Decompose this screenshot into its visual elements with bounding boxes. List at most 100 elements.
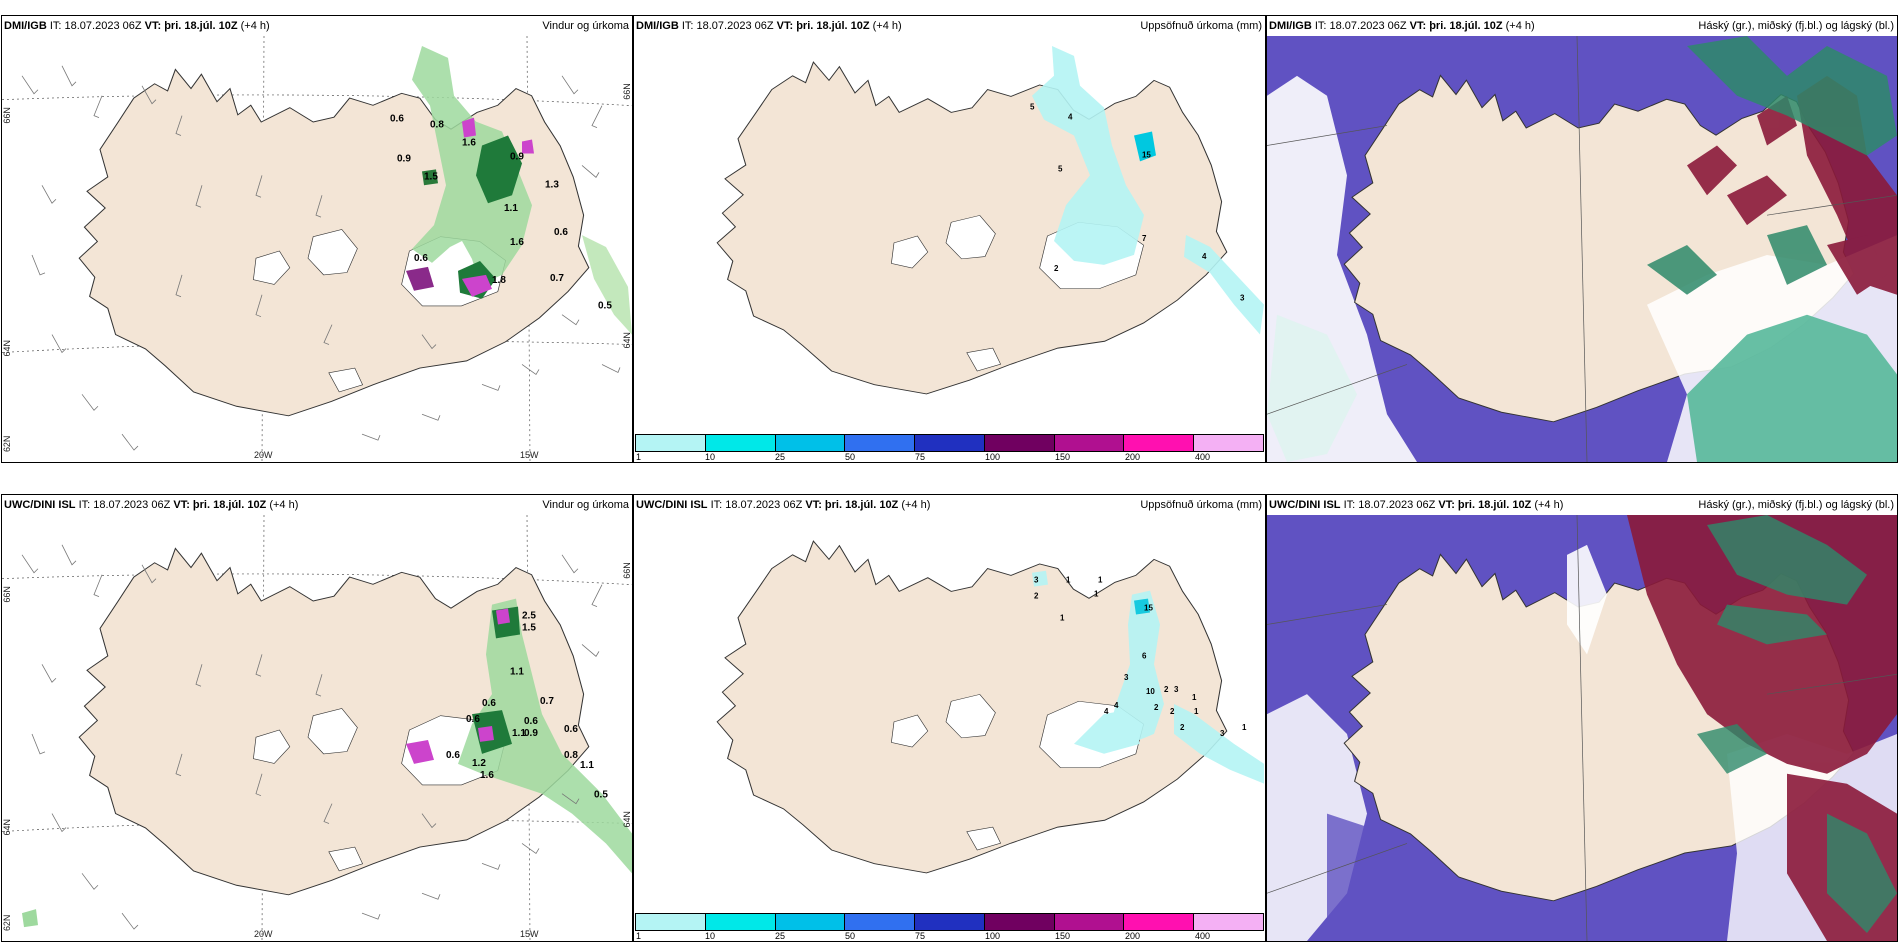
map-area [1267, 515, 1897, 941]
precip-value: 1.6 [510, 237, 524, 248]
valid-time: þri. 18.júl. 10Z [824, 499, 899, 511]
colorbar-tick: 150 [1055, 931, 1071, 941]
precip-value: 1.1 [504, 203, 518, 214]
colorbar-tick: 400 [1195, 452, 1211, 462]
map-svg [1267, 515, 1897, 941]
precip-value: 1 [1094, 590, 1099, 599]
axis-labels: 20W 15W 66N 64N 62N 66N 64N [2, 562, 632, 939]
model-name: DMI/IGB [1269, 20, 1312, 32]
colorbar-tick: 25 [775, 452, 786, 462]
panel-title: Vindur og úrkoma [542, 499, 629, 511]
precip-value: 2 [1170, 707, 1175, 716]
panel-header: UWC/DINI ISL IT: 18.07.2023 06Z VT: þri.… [2, 495, 632, 515]
lat-label-right-66n: 66N [622, 83, 632, 99]
precip-areas [1032, 45, 1264, 335]
colorbar-swatch [915, 914, 985, 930]
precip-value: 0.9 [524, 728, 538, 739]
precip-value: 6 [1142, 651, 1147, 660]
graticule [1267, 515, 1897, 941]
mid-cloud [1697, 515, 1897, 934]
colorbar-swatch [775, 435, 846, 451]
lon-label-20w: 20W [254, 929, 273, 939]
precip-value: 5 [1030, 103, 1035, 112]
valid-time-label: VT: [776, 20, 794, 32]
precip-value: 0.9 [397, 153, 411, 164]
precip-value: 1.1 [512, 728, 526, 739]
precip-value: 1.3 [545, 179, 559, 190]
map-area [1267, 36, 1897, 462]
lat-label-right-64n: 64N [622, 811, 632, 827]
colorbar-swatch [845, 914, 916, 930]
lat-label-66n: 66N [2, 107, 12, 123]
precip-areas [22, 598, 632, 928]
precip-value: 2 [1054, 264, 1059, 273]
wind-barbs [21, 544, 603, 930]
precip-value: 1 [1098, 576, 1103, 585]
colorbar-swatch [845, 435, 916, 451]
colorbar-swatch [636, 914, 706, 930]
lead-time: (+4 h) [1505, 20, 1535, 32]
colorbar-swatch [1124, 914, 1195, 930]
precip-value: 0.8 [430, 120, 444, 131]
panel-title: Háský (gr.), miðský (fj.bl.) og lágský (… [1698, 20, 1894, 32]
valid-time: þri. 18.júl. 10Z [1429, 20, 1503, 32]
precip-value: 3 [1240, 294, 1245, 303]
valid-time: þri. 18.júl. 10Z [796, 20, 870, 32]
precip-value: 2 [1154, 703, 1159, 712]
precip-value: 0.6 [482, 698, 496, 709]
precip-value: 0.6 [554, 227, 568, 238]
map-panel-wind-precip-uwc: UWC/DINI ISL IT: 18.07.2023 06Z VT: þri.… [1, 494, 633, 942]
valid-time: þri. 18.júl. 10Z [192, 499, 267, 511]
lead-time: (+4 h) [240, 20, 270, 32]
init-time: IT: 18.07.2023 06Z [1314, 20, 1407, 32]
colorbar-tick: 25 [775, 931, 786, 941]
precip-value: 3 [1124, 673, 1129, 682]
valid-time-label: VT: [173, 499, 190, 511]
map-area: 0.6 0.8 0.9 1.6 1.3 1.1 0.6 1.6 0.6 1.8 … [2, 36, 632, 462]
colorbar-swatch [1194, 435, 1264, 451]
lat-label-right-64n: 64N [622, 332, 632, 348]
iceland-landmass [716, 61, 1228, 395]
colorbar-swatch [705, 914, 776, 930]
colorbar-swatch [1054, 435, 1125, 451]
lat-label-66n: 66N [2, 586, 12, 602]
precip-value: 1.6 [480, 770, 494, 781]
precip-values: 3 1 1 2 1 1 15 6 3 10 2 3 1 4 4 2 2 1 2 … [1034, 576, 1247, 738]
graticule [1267, 36, 1897, 462]
precip-areas [1032, 570, 1264, 784]
colorbar-tick: 100 [985, 452, 1001, 462]
init-time: IT: 18.07.2023 06Z [710, 499, 803, 511]
precip-value: 0.6 [564, 724, 578, 735]
panel-header: DMI/IGB IT: 18.07.2023 06Z VT: þri. 18.j… [634, 16, 1265, 36]
colorbar-ticks: 1 10 25 50 75 100 150 200 400 [635, 452, 1264, 462]
precip-value: 0.6 [446, 750, 460, 761]
colorbar-tick: 75 [915, 931, 926, 941]
precip-value: 1 [1194, 707, 1199, 716]
panel-header: DMI/IGB IT: 18.07.2023 06Z VT: þri. 18.j… [1267, 16, 1897, 36]
panel-title: Háský (gr.), miðský (fj.bl.) og lágský (… [1698, 499, 1894, 511]
colorbar-tick: 10 [705, 931, 716, 941]
map-panel-accum-precip-dmi: DMI/IGB IT: 18.07.2023 06Z VT: þri. 18.j… [633, 15, 1266, 463]
precip-value: 0.6 [466, 714, 480, 725]
map-panel-accum-precip-uwc: UWC/DINI ISL IT: 18.07.2023 06Z VT: þri.… [633, 494, 1266, 942]
colorbar-tick: 400 [1195, 931, 1211, 941]
precip-value: 1 [1242, 723, 1247, 732]
colorbar-tick: 50 [845, 452, 856, 462]
colorbar-tick: 75 [915, 452, 926, 462]
precip-values: 5 4 5 15 7 4 3 2 [1030, 103, 1245, 303]
colorbar-swatch [984, 914, 1055, 930]
precip-value: 0.6 [524, 716, 538, 727]
precip-value: 1.8 [492, 275, 506, 286]
precip-value: 3 [1034, 576, 1039, 585]
model-name: DMI/IGB [636, 20, 679, 32]
lat-label-64n: 64N [2, 819, 12, 835]
lead-time: (+4 h) [901, 499, 931, 511]
precip-value: 2 [1180, 723, 1185, 732]
colorbar-swatch [1124, 435, 1195, 451]
map-area: 3 1 1 2 1 1 15 6 3 10 2 3 1 4 4 2 2 1 2 … [634, 515, 1265, 911]
precip-value: 1 [1066, 576, 1071, 585]
valid-time: þri. 18.júl. 10Z [164, 20, 238, 32]
precip-value: 3 [1220, 729, 1225, 738]
model-name: UWC/DINI ISL [1269, 499, 1341, 511]
colorbar-swatch [636, 435, 706, 451]
